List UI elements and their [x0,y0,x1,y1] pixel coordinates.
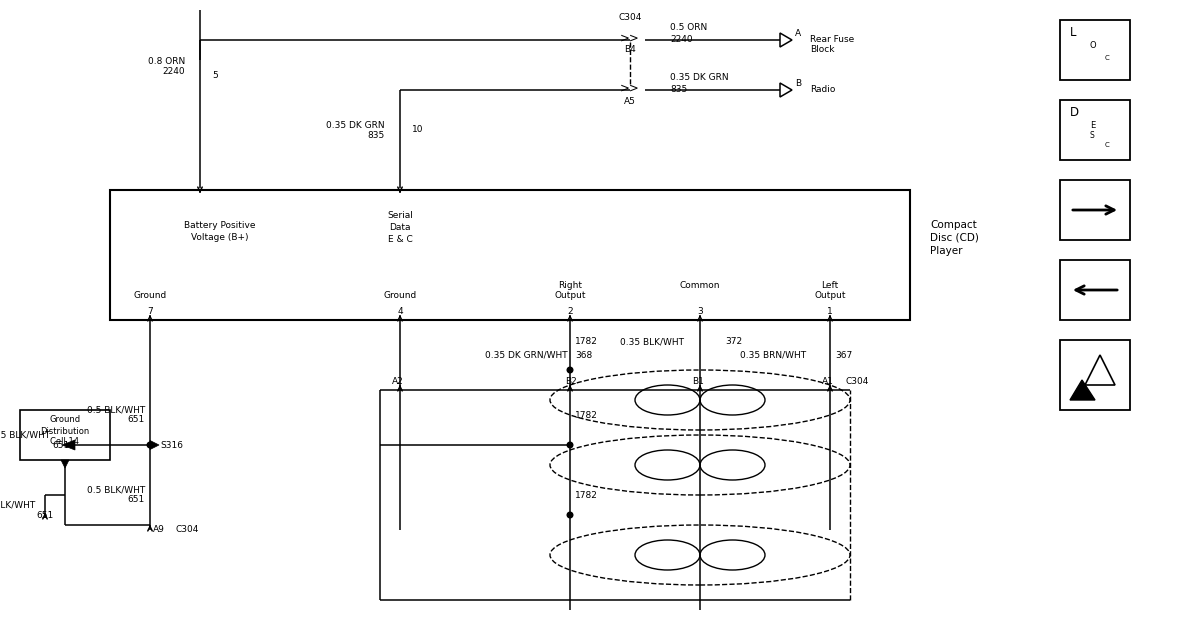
Text: C: C [1105,55,1110,61]
Polygon shape [61,460,70,468]
Text: 1782: 1782 [575,338,598,346]
Text: 651: 651 [127,496,145,505]
Text: A2: A2 [392,377,403,386]
Text: Serial: Serial [388,210,413,219]
Text: Distribution: Distribution [41,427,90,435]
Text: 1782: 1782 [575,411,598,420]
Text: Left: Left [821,280,839,290]
Text: 0.35 BRN/WHT: 0.35 BRN/WHT [740,350,806,360]
Text: L: L [1070,25,1076,38]
Text: Data: Data [389,222,410,231]
Text: Output: Output [554,292,586,301]
Text: 651: 651 [36,510,54,520]
Text: B: B [796,79,802,88]
Text: 5: 5 [212,71,217,79]
Text: C304: C304 [845,377,869,386]
Text: 835: 835 [670,86,688,94]
Text: S316: S316 [160,440,182,449]
Bar [20,410,110,460]
Text: Compact: Compact [930,220,977,230]
Text: 0.5 BLK/WHT: 0.5 BLK/WHT [0,500,35,510]
Text: 651: 651 [127,416,145,425]
Text: 0.8 ORN: 0.8 ORN [148,57,185,67]
Text: 0.5 ORN: 0.5 ORN [670,23,707,33]
Text: Radio: Radio [810,84,835,93]
Text: 10: 10 [412,125,424,134]
Text: 0.5 BLK/WHT: 0.5 BLK/WHT [0,430,50,440]
Text: E & C: E & C [388,234,413,244]
Text: B1: B1 [692,377,704,386]
Text: 0.35 DK GRN: 0.35 DK GRN [326,120,385,130]
Polygon shape [62,440,74,450]
Text: Right: Right [558,280,582,290]
Text: A: A [796,28,802,38]
Circle shape [148,442,152,448]
Text: 372: 372 [725,338,742,346]
Text: Ground: Ground [383,290,416,299]
Text: E: E [1090,120,1096,130]
Text: B4: B4 [624,45,636,55]
Text: 1782: 1782 [575,491,598,500]
Text: C: C [1105,142,1110,148]
Text: 0.5 BLK/WHT: 0.5 BLK/WHT [86,406,145,415]
Text: B2: B2 [565,377,577,386]
Text: 3: 3 [697,307,703,316]
Text: 7: 7 [148,307,152,316]
Text: A1: A1 [822,377,834,386]
Text: Voltage (B+): Voltage (B+) [191,232,248,241]
Text: 0.35 DK GRN/WHT: 0.35 DK GRN/WHT [485,350,568,360]
Text: 4: 4 [397,307,403,316]
Text: 2240: 2240 [162,67,185,76]
Text: 367: 367 [835,350,852,360]
Text: Ground: Ground [49,416,80,425]
Text: Block: Block [810,45,834,54]
Text: >>: >> [620,32,640,45]
Circle shape [568,367,572,373]
Text: Battery Positive: Battery Positive [185,220,256,229]
Bar [1060,340,1130,410]
Text: 0.35 DK GRN: 0.35 DK GRN [670,74,728,83]
Bar [1060,180,1130,240]
Circle shape [568,512,572,518]
Bar [1060,100,1130,160]
Text: D: D [1070,105,1079,118]
Text: Ground: Ground [133,290,167,299]
Text: 651: 651 [53,440,70,449]
Text: Common: Common [679,280,720,290]
Text: C304: C304 [618,13,642,23]
Text: O: O [1090,40,1097,50]
Text: 2240: 2240 [670,35,692,45]
Bar [1060,20,1130,80]
Text: Disc (CD): Disc (CD) [930,233,979,243]
Circle shape [568,442,572,448]
Text: A5: A5 [624,96,636,105]
Text: 0.35 BLK/WHT: 0.35 BLK/WHT [620,338,684,346]
Text: 1: 1 [827,307,833,316]
Bar [110,190,910,320]
Text: 835: 835 [367,130,385,139]
Text: Rear Fuse: Rear Fuse [810,35,854,43]
Polygon shape [1070,380,1096,400]
Text: A9: A9 [154,525,164,534]
Text: Output: Output [815,292,846,301]
Text: 0.5 BLK/WHT: 0.5 BLK/WHT [86,486,145,495]
Text: C304: C304 [175,525,198,534]
Polygon shape [150,440,158,449]
Text: Player: Player [930,246,962,256]
Text: Cell 14: Cell 14 [50,437,79,447]
Text: 368: 368 [575,350,593,360]
Bar [1060,260,1130,320]
Text: >>: >> [620,81,640,94]
Text: 2: 2 [568,307,572,316]
Text: S: S [1090,130,1094,139]
